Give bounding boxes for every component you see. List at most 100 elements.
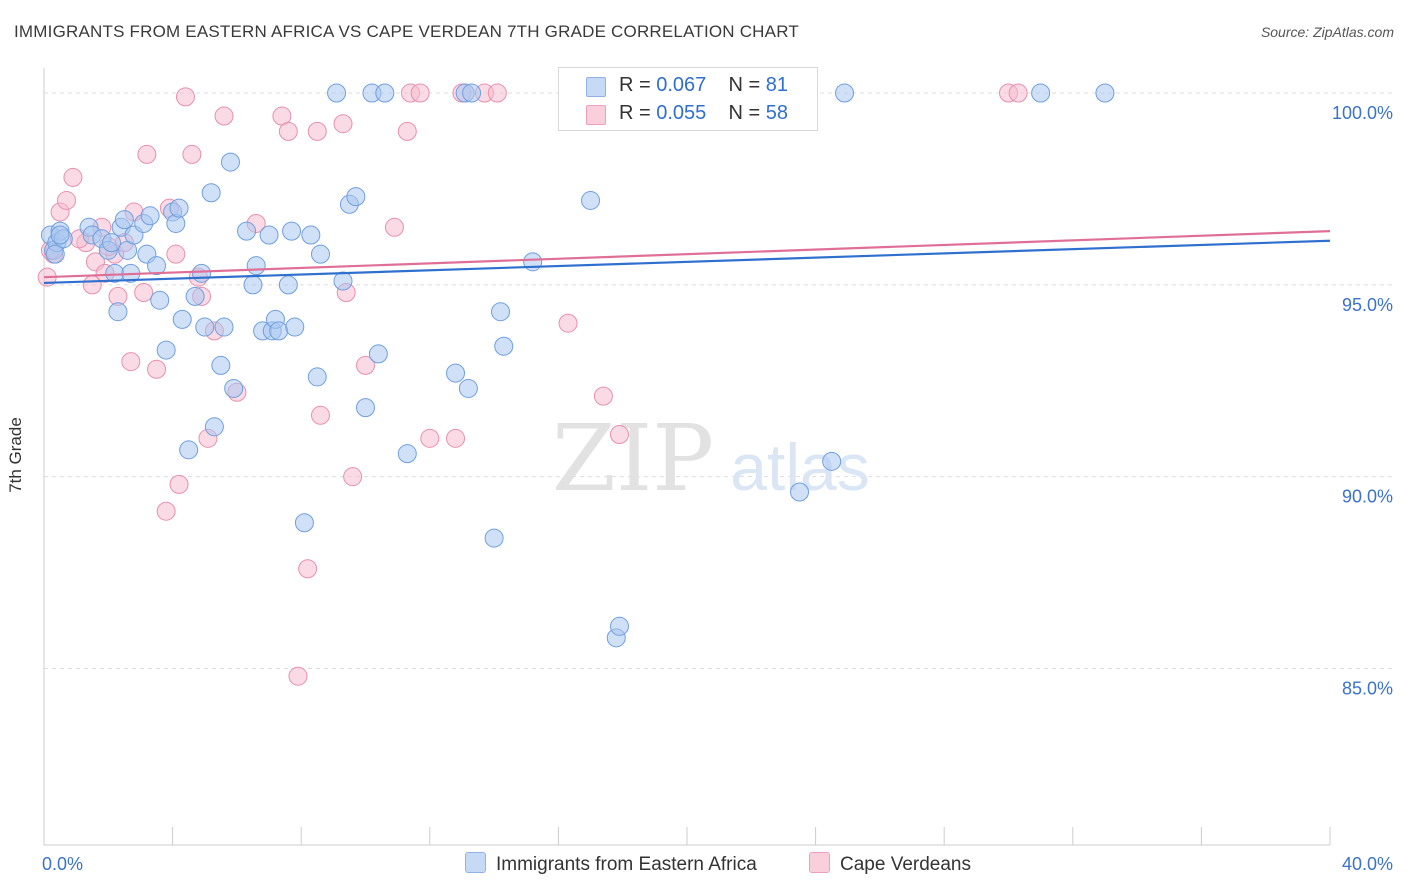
eastern-africa-point bbox=[346, 187, 366, 207]
eastern-africa-point bbox=[108, 302, 128, 322]
eastern-africa-point bbox=[259, 225, 279, 245]
legend-swatch-pink bbox=[586, 105, 606, 125]
eastern-africa-point bbox=[494, 336, 514, 356]
series-swatch-blue bbox=[465, 852, 486, 873]
eastern-africa-point bbox=[310, 244, 330, 264]
eastern-africa-point bbox=[220, 152, 240, 172]
eastern-africa-point bbox=[156, 340, 176, 360]
legend-r-label: R = bbox=[619, 102, 651, 124]
cape-verdeans-point bbox=[446, 428, 466, 448]
x-tick-label-min: 0.0% bbox=[42, 854, 83, 874]
eastern-africa-point bbox=[147, 256, 167, 276]
trend-lines bbox=[43, 230, 1331, 285]
cape-verdeans-point bbox=[397, 121, 417, 141]
cape-verdeans-point bbox=[487, 83, 507, 103]
series-legend-cape-verdeans: Cape Verdeans bbox=[809, 852, 971, 876]
eastern-africa-point bbox=[166, 213, 186, 233]
chart-title: IMMIGRANTS FROM EASTERN AFRICA VS CAPE V… bbox=[14, 22, 799, 41]
gridlines bbox=[44, 92, 1392, 670]
eastern-africa-point bbox=[835, 83, 855, 103]
eastern-africa-point bbox=[1095, 83, 1115, 103]
legend-n-label: N = bbox=[728, 74, 761, 96]
cape-verdeans-point bbox=[121, 352, 141, 372]
eastern-africa-point bbox=[243, 275, 263, 295]
eastern-africa-point bbox=[484, 528, 504, 548]
cape-verdeans-point bbox=[307, 121, 327, 141]
x-tick-label-max: 40.0% bbox=[1342, 854, 1393, 874]
cape-verdeans-point bbox=[214, 106, 234, 126]
series-label-cape-verdeans: Cape Verdeans bbox=[840, 854, 971, 875]
cape-verdeans-point bbox=[384, 217, 404, 237]
axes bbox=[43, 68, 1331, 846]
cape-verdeans-point bbox=[278, 121, 298, 141]
cape-verdeans-point bbox=[593, 386, 613, 406]
y-tick-label: 100.0% bbox=[1332, 103, 1393, 123]
cape-verdeans-point bbox=[558, 313, 578, 333]
cape-verdeans-point bbox=[333, 114, 353, 134]
eastern-africa-point bbox=[790, 482, 810, 502]
eastern-africa-point bbox=[285, 317, 305, 337]
chart-source: Source: ZipAtlas.com bbox=[1260, 24, 1394, 40]
eastern-africa-point bbox=[446, 363, 466, 383]
eastern-africa-point bbox=[609, 616, 629, 636]
cape-verdeans-point bbox=[298, 559, 318, 579]
cape-verdeans-point bbox=[137, 144, 157, 164]
eastern-africa-point bbox=[327, 83, 347, 103]
eastern-africa-trend-line bbox=[43, 239, 1331, 285]
cape-verdeans-point bbox=[420, 428, 440, 448]
eastern-africa-point bbox=[458, 378, 478, 398]
legend-n-value: 58 bbox=[765, 102, 789, 124]
eastern-africa-point bbox=[269, 321, 289, 341]
watermark-zip: ZIP bbox=[552, 405, 714, 512]
legend-r-value: 0.067 bbox=[656, 74, 707, 96]
eastern-africa-point bbox=[237, 221, 257, 241]
cape-verdeans-point bbox=[134, 283, 154, 303]
cape-verdeans-point bbox=[147, 359, 167, 379]
legend-r-value: 0.055 bbox=[656, 102, 707, 124]
series-label-eastern-africa: Immigrants from Eastern Africa bbox=[496, 854, 757, 875]
tick-labels: 85.0% 90.0% 95.0% 100.0% 0.0% 40.0% bbox=[42, 103, 1393, 874]
legend-stats-cape-verdeans: R = 0.055 N = 58 bbox=[619, 102, 788, 125]
cape-verdeans-point bbox=[1008, 83, 1028, 103]
legend-swatch-blue bbox=[586, 77, 606, 97]
cape-verdeans-point bbox=[609, 424, 629, 444]
eastern-africa-point bbox=[356, 398, 375, 418]
eastern-africa-point bbox=[50, 225, 70, 245]
eastern-africa-point bbox=[102, 233, 122, 253]
cape-verdeans-point bbox=[288, 666, 308, 686]
series-legend-eastern-africa: Immigrants from Eastern Africa bbox=[465, 852, 757, 876]
eastern-africa-point bbox=[45, 244, 65, 264]
eastern-africa-point bbox=[368, 344, 388, 364]
cape-verdeans-point bbox=[166, 244, 186, 264]
cape-verdeans-point bbox=[156, 501, 176, 521]
eastern-africa-point bbox=[307, 367, 327, 387]
cape-verdeans-trend-line bbox=[43, 230, 1331, 279]
cape-verdeans-point bbox=[410, 83, 430, 103]
legend-n-label: N = bbox=[728, 102, 761, 124]
eastern-africa-point bbox=[375, 83, 395, 103]
eastern-africa-point bbox=[224, 378, 244, 398]
cape-verdeans-point bbox=[169, 474, 189, 494]
eastern-africa-point bbox=[192, 263, 212, 283]
eastern-africa-points bbox=[40, 83, 1115, 648]
eastern-africa-point bbox=[491, 302, 511, 322]
y-tick-label: 85.0% bbox=[1342, 679, 1393, 699]
eastern-africa-point bbox=[301, 225, 321, 245]
eastern-africa-point bbox=[140, 206, 160, 226]
eastern-africa-point bbox=[278, 275, 298, 295]
y-tick-label: 95.0% bbox=[1342, 295, 1393, 315]
eastern-africa-point bbox=[169, 198, 189, 218]
eastern-africa-point bbox=[282, 221, 302, 241]
cape-verdeans-point bbox=[175, 87, 195, 107]
eastern-africa-point bbox=[581, 190, 601, 210]
cape-verdeans-point bbox=[356, 355, 375, 375]
eastern-africa-point bbox=[397, 444, 417, 464]
eastern-africa-point bbox=[172, 309, 192, 329]
eastern-africa-point bbox=[185, 286, 205, 306]
legend-stats-eastern-africa: R = 0.067 N = 81 bbox=[619, 74, 788, 97]
cape-verdeans-point bbox=[63, 167, 83, 187]
cape-verdeans-point bbox=[57, 190, 77, 210]
y-tick-label: 90.0% bbox=[1342, 487, 1393, 507]
cape-verdeans-point bbox=[182, 144, 202, 164]
